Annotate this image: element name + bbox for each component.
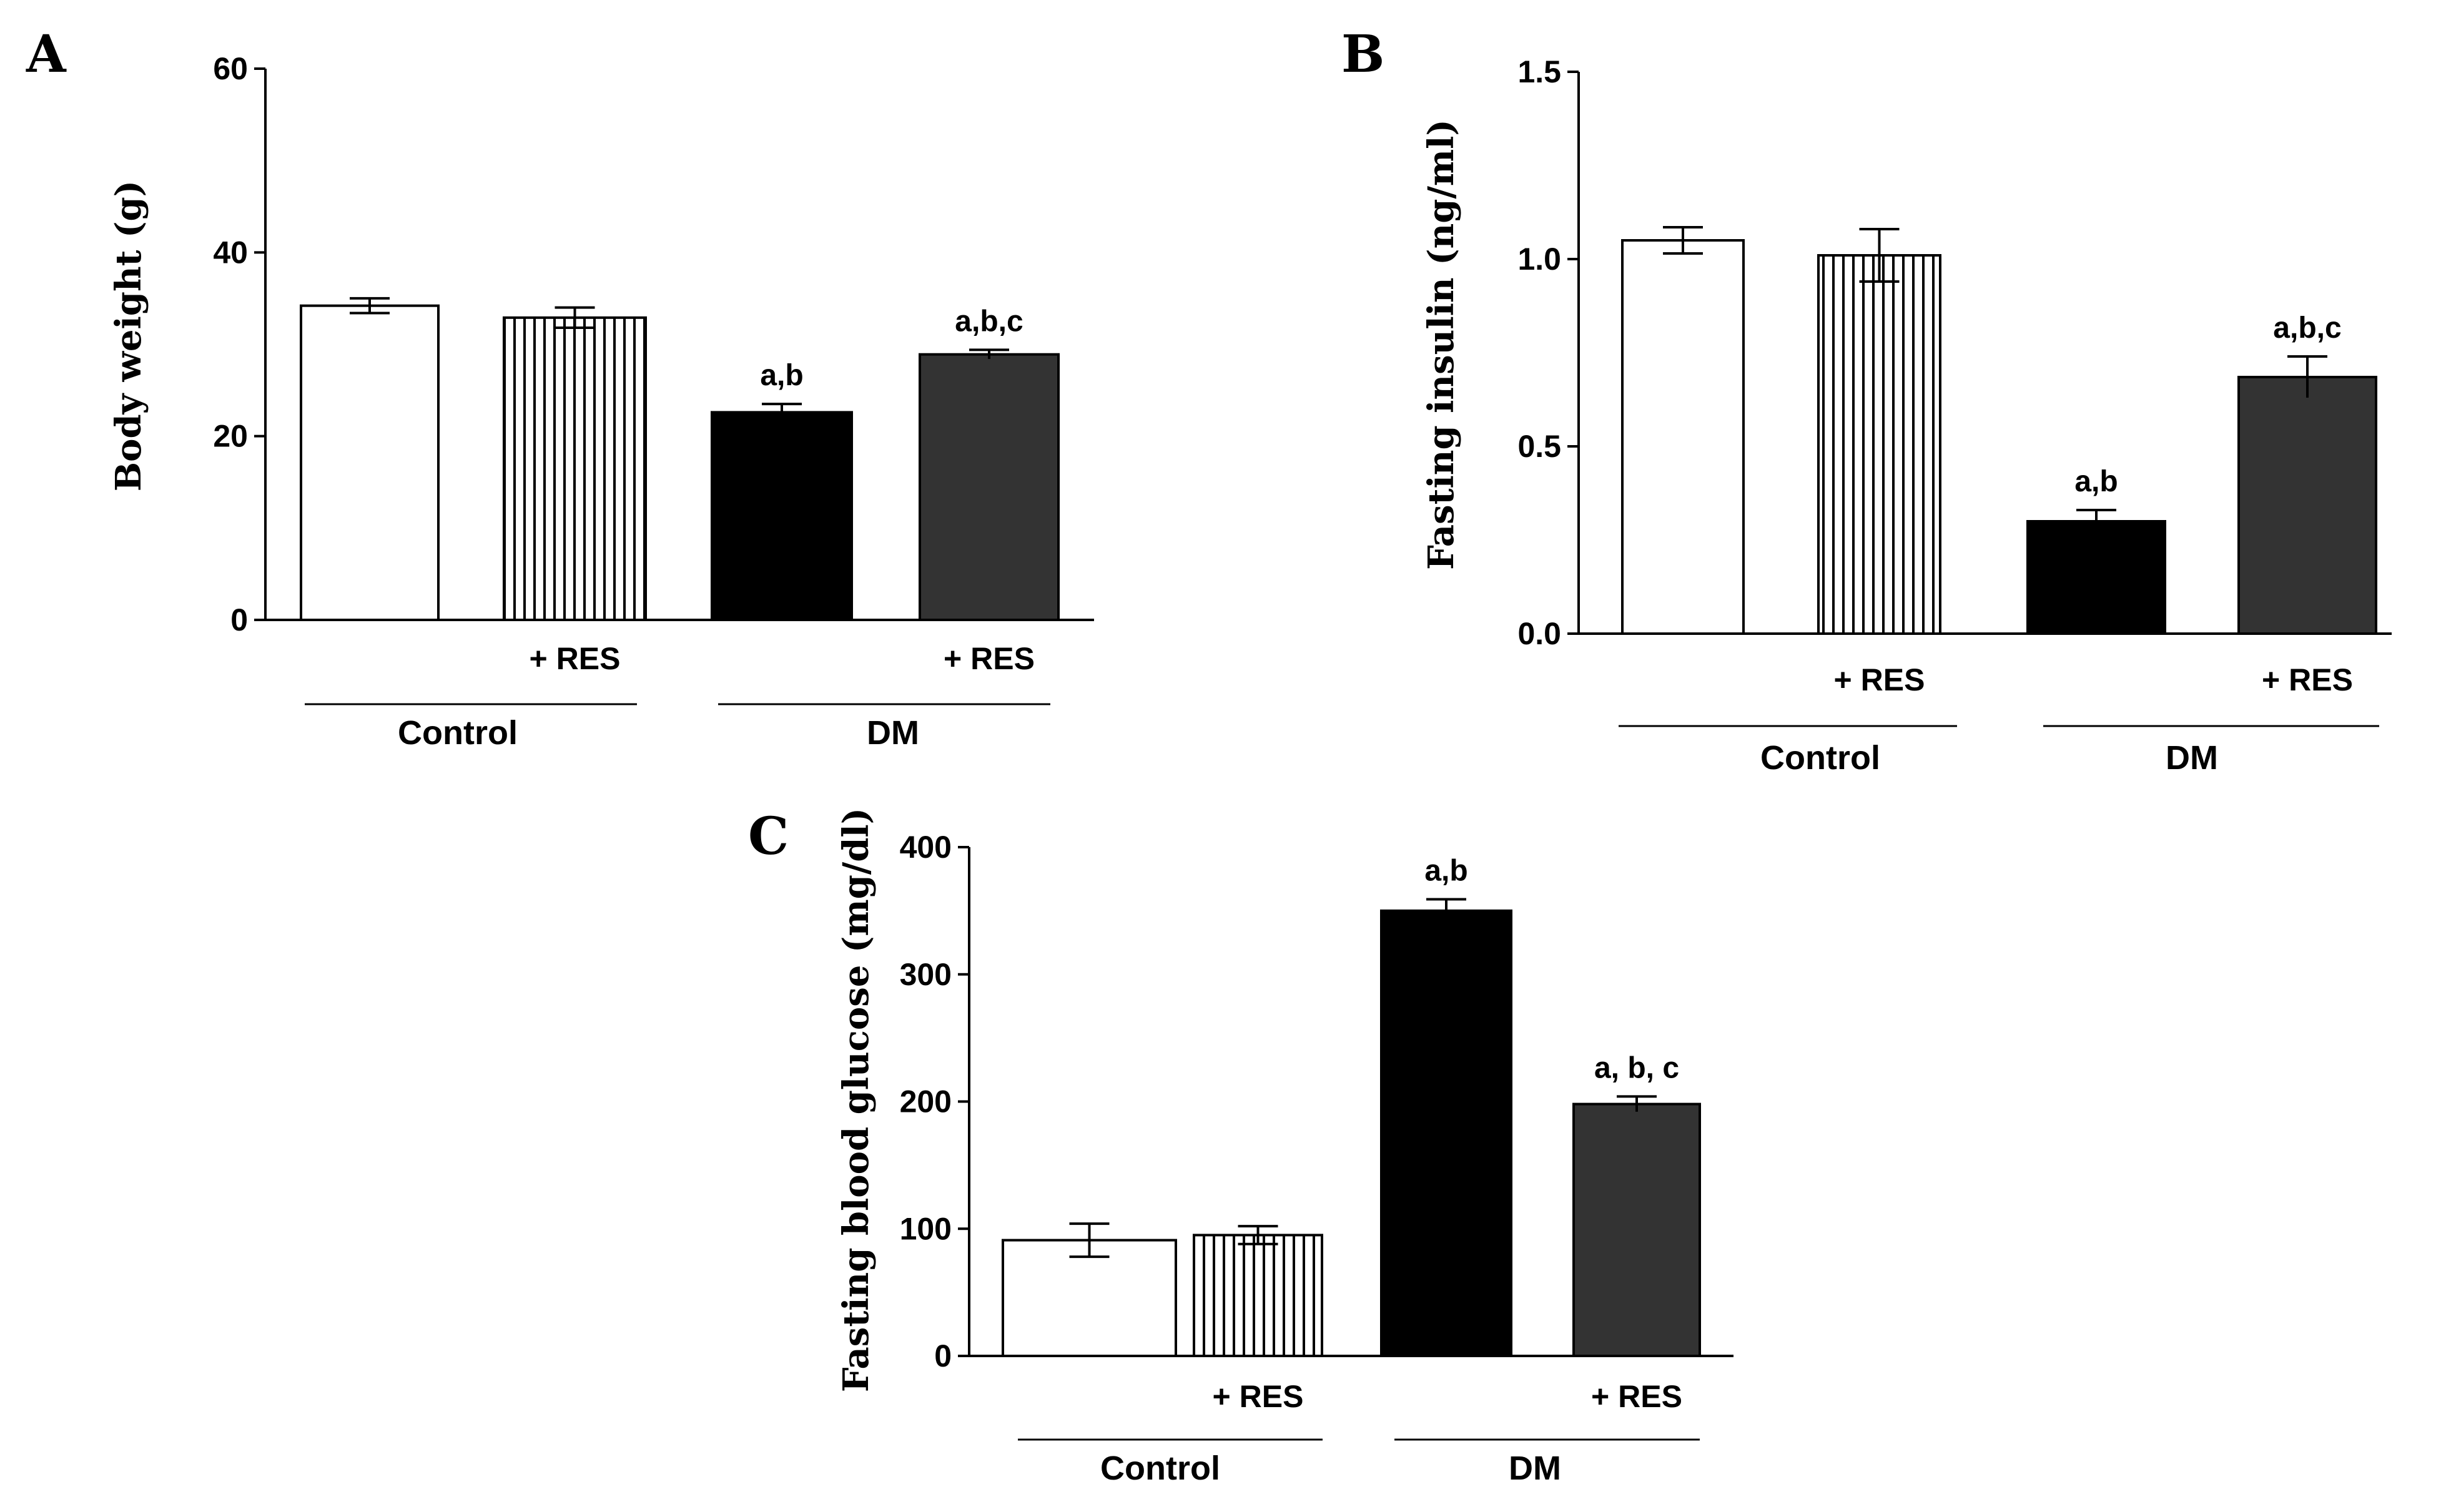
bar-b	[2026, 520, 2166, 635]
significance-label-a: a,b,c	[955, 305, 1023, 338]
panel-letter-c: C	[748, 807, 789, 866]
bar-a	[503, 316, 647, 621]
y-axis-label-b: Fasting insulin (ng/ml)	[1421, 119, 1462, 570]
significance-label-c: a,b	[1424, 855, 1467, 888]
y-tick-label-a: 20	[213, 419, 248, 454]
group-label-b: Control	[1760, 739, 1880, 777]
bar-a	[711, 411, 853, 621]
bar-b	[2237, 376, 2377, 635]
significance-label-b: a,b,c	[2273, 312, 2341, 345]
y-tick-label-c: 100	[900, 1211, 952, 1246]
panel-letter-b: B	[1341, 24, 1384, 84]
y-tick-label-c: 300	[900, 957, 952, 992]
significance-label-a: a,b	[760, 359, 803, 392]
bar-a	[919, 353, 1060, 622]
bar-c	[1380, 909, 1512, 1357]
bar-b	[1621, 239, 1745, 635]
significance-label-b: a,b	[2074, 465, 2118, 498]
bar-c	[1193, 1234, 1323, 1357]
panel-a: A Body weight (g) 0 20 40 60 a,b a,b,c + RES + …	[26, 24, 1094, 752]
condition-label-b: + RES	[2262, 662, 2353, 697]
group-label-a: DM	[867, 714, 919, 752]
plot-area-a: 0 20 40 60 a,b a,b,c + RES + RES Control DM	[213, 51, 1094, 752]
bar-a	[300, 304, 440, 621]
panel-letter-a: A	[26, 24, 67, 84]
condition-label-a: + RES	[944, 641, 1035, 676]
significance-label-c: a, b, c	[1594, 1051, 1679, 1084]
group-label-a: Control	[398, 714, 518, 752]
y-tick-label-b: 1.0	[1517, 242, 1561, 277]
y-tick-label-b: 0.0	[1517, 616, 1561, 651]
bar-c	[1572, 1102, 1701, 1357]
condition-label-a: + RES	[530, 641, 621, 676]
y-tick-label-a: 40	[213, 235, 248, 270]
y-axis-label-c: Fasting blood glucose (mg/dl)	[836, 808, 877, 1392]
group-label-c: DM	[1509, 1450, 1561, 1487]
y-tick-label-c: 400	[900, 830, 952, 865]
panel-c: C Fasting blood glucose (mg/dl) 0 100 200 3…	[748, 807, 1733, 1487]
y-tick-label-c: 0	[934, 1338, 952, 1373]
bar-b	[1817, 254, 1941, 635]
group-label-b: DM	[2166, 739, 2218, 777]
y-tick-label-a: 0	[230, 602, 248, 637]
group-label-c: Control	[1100, 1450, 1220, 1487]
condition-label-b: + RES	[1834, 662, 1925, 697]
y-tick-label-c: 200	[900, 1084, 952, 1119]
y-tick-label-a: 60	[213, 51, 248, 86]
y-axis-label-a: Body weight (g)	[108, 180, 149, 491]
plot-area-c: 0 100 200 300 400 a,b a, b, c + RES + RES Control…	[900, 830, 1733, 1487]
plot-area-b: 0.0 0.5 1.0 1.5 a,b a,b,c + RES + RES Control DM	[1517, 54, 2392, 777]
condition-label-c: + RES	[1213, 1379, 1304, 1414]
y-tick-label-b: 0.5	[1517, 429, 1561, 464]
condition-label-c: + RES	[1591, 1379, 1682, 1414]
panel-b: B Fasting insulin (ng/ml) 0.0 0.5 1.0 1.5 a,…	[1341, 24, 2392, 777]
y-tick-label-b: 1.5	[1517, 54, 1561, 89]
